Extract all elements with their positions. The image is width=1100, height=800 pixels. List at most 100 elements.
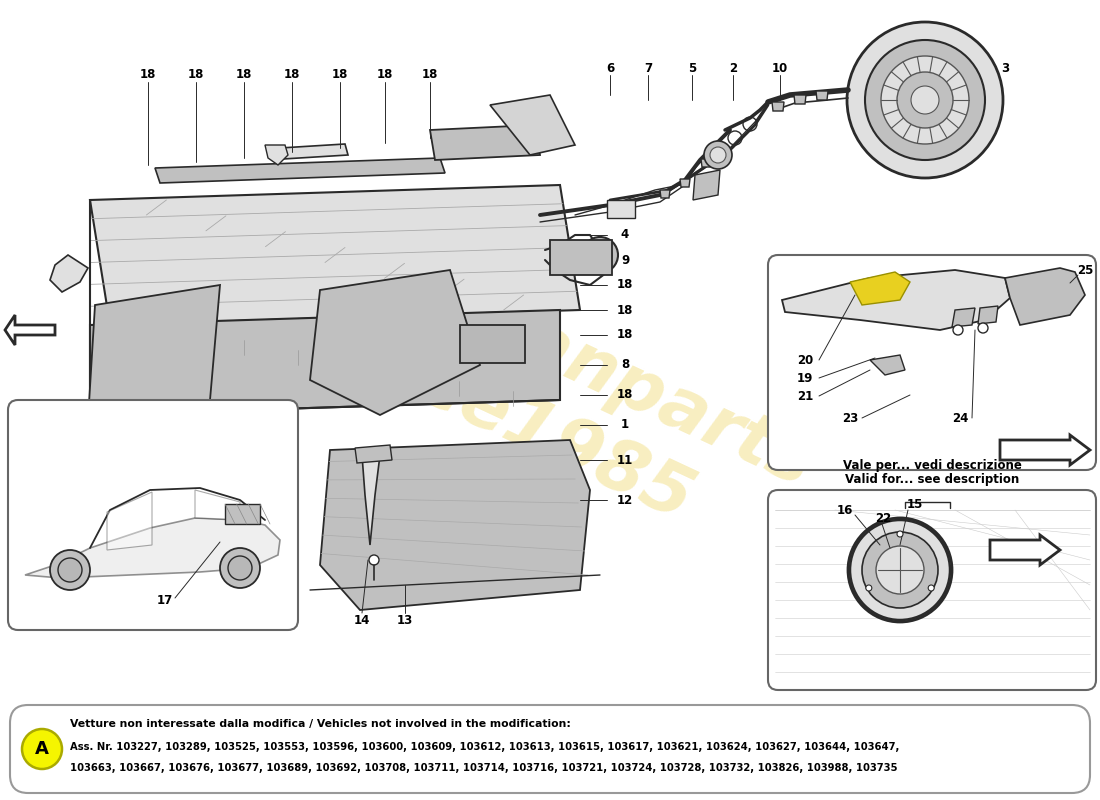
Polygon shape [990,535,1060,565]
Polygon shape [355,445,392,463]
Text: 2: 2 [729,62,737,74]
Circle shape [928,585,934,591]
Text: 22: 22 [874,511,891,525]
Text: 19: 19 [796,371,813,385]
Text: 18: 18 [377,69,393,82]
FancyBboxPatch shape [10,705,1090,793]
Text: europeanparts
since1985: europeanparts since1985 [217,186,824,574]
Text: 18: 18 [617,278,634,291]
Polygon shape [772,102,784,111]
Text: 13: 13 [397,614,414,626]
Circle shape [953,325,962,335]
Circle shape [876,546,924,594]
Text: 11: 11 [617,454,634,466]
Circle shape [220,548,260,588]
Polygon shape [794,95,806,104]
FancyBboxPatch shape [768,490,1096,690]
Circle shape [228,556,252,580]
Circle shape [865,40,984,160]
Text: 17: 17 [157,594,173,606]
Polygon shape [195,490,240,520]
Polygon shape [1000,435,1090,465]
Text: 20: 20 [796,354,813,366]
Text: 3: 3 [1001,62,1009,74]
Circle shape [704,141,732,169]
Text: 18: 18 [421,69,438,82]
Bar [226,504,260,524]
Text: 10: 10 [772,62,788,74]
Circle shape [588,243,612,267]
Bar [550,240,612,275]
Polygon shape [782,270,1010,330]
Polygon shape [850,272,910,305]
Polygon shape [280,144,348,159]
Polygon shape [1005,268,1085,325]
Circle shape [862,532,938,608]
Polygon shape [952,308,975,327]
Text: 5: 5 [688,62,696,74]
Text: Valid for... see description: Valid for... see description [845,474,1019,486]
Text: Vale per... vedi descrizione: Vale per... vedi descrizione [843,458,1022,471]
Circle shape [582,237,618,273]
Text: 18: 18 [617,329,634,342]
Circle shape [896,531,903,537]
Circle shape [881,56,969,144]
Polygon shape [430,125,540,160]
Text: 18: 18 [332,69,349,82]
Text: 14: 14 [354,614,371,626]
Polygon shape [660,190,670,198]
Polygon shape [265,145,288,165]
Circle shape [911,86,939,114]
Polygon shape [693,170,720,200]
Text: 18: 18 [140,69,156,82]
Circle shape [50,550,90,590]
Polygon shape [25,518,280,578]
Polygon shape [90,310,560,415]
Text: 18: 18 [617,389,634,402]
Text: 24: 24 [952,411,968,425]
Text: 8: 8 [620,358,629,371]
Circle shape [978,323,988,333]
Text: 18: 18 [284,69,300,82]
Text: 7: 7 [644,62,652,74]
Polygon shape [978,306,998,324]
Text: 25: 25 [1077,263,1093,277]
Text: 23: 23 [842,411,858,425]
Polygon shape [310,270,480,415]
Polygon shape [870,355,905,375]
Text: 18: 18 [617,303,634,317]
Polygon shape [816,91,828,100]
Text: A: A [35,740,48,758]
Circle shape [866,585,872,591]
Circle shape [850,520,950,620]
Text: 9: 9 [620,254,629,266]
Text: 15: 15 [906,498,923,510]
FancyBboxPatch shape [768,255,1096,470]
Text: 18: 18 [235,69,252,82]
Polygon shape [680,179,690,187]
Circle shape [847,22,1003,178]
Polygon shape [6,315,55,345]
Text: 6: 6 [606,62,614,74]
Text: 12: 12 [617,494,634,506]
Polygon shape [107,492,152,550]
Text: 16: 16 [837,503,854,517]
Bar [460,325,525,363]
Polygon shape [320,440,590,610]
Circle shape [368,555,379,565]
Polygon shape [362,448,380,545]
Polygon shape [50,255,88,292]
Polygon shape [90,185,580,325]
Text: Ass. Nr. 103227, 103289, 103525, 103553, 103596, 103600, 103609, 103612, 103613,: Ass. Nr. 103227, 103289, 103525, 103553,… [70,742,900,752]
Polygon shape [88,285,220,420]
Circle shape [896,72,953,128]
FancyBboxPatch shape [8,400,298,630]
Circle shape [22,729,62,769]
Text: 1: 1 [620,418,629,431]
Circle shape [58,558,82,582]
Text: 103663, 103667, 103676, 103677, 103689, 103692, 103708, 103711, 103714, 103716, : 103663, 103667, 103676, 103677, 103689, … [70,763,898,773]
Polygon shape [701,159,711,167]
Polygon shape [155,158,446,183]
Text: 21: 21 [796,390,813,402]
Polygon shape [490,95,575,155]
